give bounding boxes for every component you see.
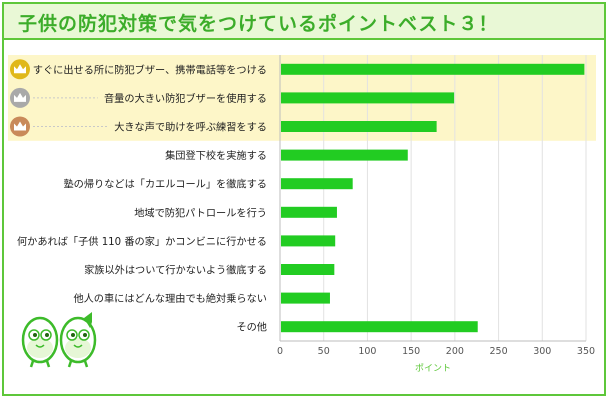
category-label: 集団登下校を実施する (165, 149, 267, 162)
bar (281, 178, 353, 190)
category-label: 何かあれば「子供 110 番の家」かコンビニに行かせる (17, 235, 267, 248)
x-axis-label: ポイント (415, 363, 451, 374)
category-label: 塾の帰りなどは「カエルコール」を徹底する (63, 178, 267, 191)
category-label: 音量の大きい防犯ブザーを使用する (104, 92, 267, 105)
category-label: すぐに出せる所に防犯ブザー、携帯電話等をつける (33, 63, 267, 76)
mascot-right (59, 312, 97, 368)
category-label: 大きな声で助けを呼ぶ練習をする (114, 121, 267, 134)
title-bar: 子供の防犯対策で気をつけているポイントベスト３！ (4, 4, 604, 40)
x-tick-label: 150 (402, 346, 420, 357)
x-tick-label: 200 (446, 346, 464, 357)
gold-crown-icon (10, 59, 30, 80)
category-label: 他人の車にはどんな理由でも絶対乗らない (73, 292, 267, 305)
bar (281, 264, 335, 275)
bar (281, 149, 408, 161)
bronze-crown-icon (10, 116, 30, 137)
category-label: 地域で防犯パトロールを行う (134, 206, 267, 219)
x-tick-label: 0 (277, 346, 283, 357)
bar (281, 206, 337, 218)
category-label: 家族以外はついて行かないよう徹底する (84, 264, 267, 277)
bar (281, 292, 330, 304)
x-tick-label: 250 (490, 346, 508, 357)
x-tick-label: 300 (533, 346, 551, 357)
x-tick-label: 50 (318, 346, 330, 357)
bar (281, 63, 585, 75)
category-label: その他 (236, 321, 267, 334)
bar (281, 121, 437, 132)
silver-crown-icon (10, 87, 30, 108)
mascot-left (21, 316, 59, 368)
bar (281, 92, 455, 104)
x-tick-label: 350 (577, 346, 595, 357)
x-tick-label: 100 (358, 346, 376, 357)
chart-title: 子供の防犯対策で気をつけているポイントベスト３！ (18, 13, 499, 35)
bar (281, 235, 336, 247)
bar (281, 321, 478, 333)
